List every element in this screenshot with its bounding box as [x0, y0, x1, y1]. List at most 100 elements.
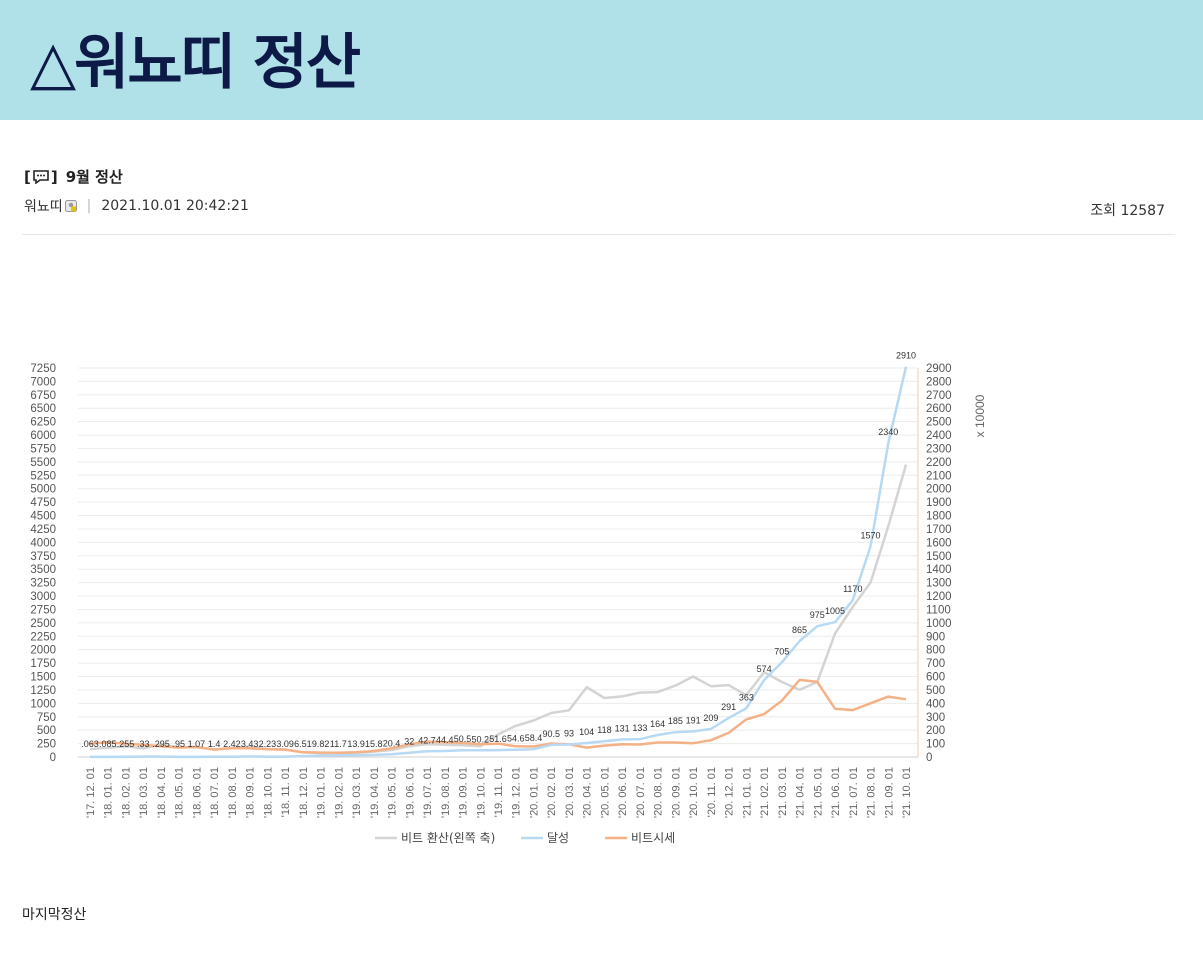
member-badge-icon — [64, 200, 77, 212]
right-axis-tick-label: 2600 — [926, 403, 952, 415]
x-axis-tick-label: '20. 04. 01 — [582, 767, 594, 818]
right-axis-tick-label: 0 — [926, 752, 932, 764]
header-divider — [22, 234, 1175, 235]
author-name[interactable]: 워뇨띠 — [24, 199, 63, 215]
line-chart: 0250500750100012501500175020002250250027… — [30, 351, 987, 845]
data-label: 1.4 — [208, 739, 221, 749]
data-label: .063 — [81, 739, 99, 749]
x-axis-tick-label: '18. 08. 01 — [227, 767, 239, 818]
legend-label-2: 비트시세 — [631, 831, 675, 845]
right-axis-tick-label: 1700 — [926, 524, 952, 536]
right-axis-tick-label: 700 — [926, 658, 945, 670]
data-label: 42.7 — [418, 735, 436, 745]
series-line-1 — [90, 366, 908, 759]
bracket-open: [ — [24, 167, 31, 186]
right-axis-tick-label: 2400 — [926, 430, 952, 442]
x-axis-tick-label: '21. 07. 01 — [848, 767, 860, 818]
data-label: 1570 — [861, 530, 881, 540]
left-axis-tick-label: 250 — [37, 739, 56, 751]
x-axis-tick-label: '21. 08. 01 — [866, 767, 878, 818]
left-axis-tick-label: 6250 — [30, 417, 56, 429]
post-body: 마지막정산 — [22, 907, 87, 923]
post-title-row[interactable]: [ ] 9월 정산 — [24, 166, 123, 187]
legend-label-1: 달성 — [547, 831, 569, 845]
right-axis-tick-label: 2700 — [926, 390, 952, 402]
right-axis-tick-label: 1200 — [926, 591, 952, 603]
chart-container: 0 250 500 750 1000 1250 1500 1750 2000 2250 2500 27… — [20, 330, 1000, 860]
right-axis-tick-label: 100 — [926, 739, 945, 751]
right-axis-tick-label: 1600 — [926, 537, 952, 549]
right-axis-tick-label: 1400 — [926, 564, 952, 576]
x-axis-tick-label: '18. 04. 01 — [156, 767, 168, 818]
series-line-2 — [89, 678, 907, 754]
x-axis-tick-label: '18. 05. 01 — [174, 767, 186, 818]
legend-label-0: 비트 환산(왼쪽 축) — [401, 831, 495, 845]
left-axis-tick-label: 1250 — [30, 685, 56, 697]
left-axis-tick-label: 2500 — [30, 618, 56, 630]
left-axis-tick-label: 1750 — [30, 658, 56, 670]
meta-divider: | — [86, 198, 92, 214]
data-label: 1170 — [843, 584, 862, 594]
left-axis-tick-label: 4250 — [30, 524, 56, 536]
left-axis-tick-label: 6500 — [30, 403, 56, 415]
data-label: 209 — [703, 713, 718, 723]
data-label: 32 — [404, 737, 414, 747]
data-label: .33 — [137, 739, 150, 749]
data-label: 54.6 — [507, 734, 525, 744]
x-axis-tick-label: '18. 06. 01 — [191, 767, 203, 818]
right-axis-tick-label: 2000 — [926, 484, 952, 496]
data-label: 93 — [564, 729, 574, 739]
left-axis-tick-label: 7000 — [30, 376, 56, 388]
x-axis-tick-label: '20. 09. 01 — [670, 767, 682, 818]
x-axis-tick-label: '21. 04. 01 — [795, 767, 807, 818]
chat-bubble-icon — [33, 169, 49, 184]
data-label: 185 — [668, 716, 683, 726]
x-axis-tick-label: '21. 09. 01 — [883, 767, 895, 818]
data-label: 3.09 — [276, 739, 294, 749]
data-label: .255 — [117, 739, 135, 749]
x-axis-tick-label: '21. 01. 01 — [741, 767, 753, 818]
data-label: 705 — [774, 646, 789, 656]
x-axis-tick-label: '19. 03. 01 — [351, 767, 363, 818]
left-axis-tick-label: 6000 — [30, 430, 56, 442]
right-axis-tick-label: 300 — [926, 712, 945, 724]
view-count: 조회 12587 — [1090, 203, 1165, 219]
x-axis-tick-label: '20. 01. 01 — [528, 767, 540, 818]
x-axis-tick-label: '20. 07. 01 — [635, 767, 647, 818]
right-axis-tick-label: 200 — [926, 725, 945, 737]
banner-title: △워뇨띠 정산 — [30, 28, 361, 98]
data-label: 3.43 — [241, 739, 259, 749]
x-axis-tick-label: '18. 12. 01 — [298, 767, 310, 818]
x-axis-tick-label: '20. 12. 01 — [724, 767, 736, 818]
x-axis-tick-label: '18. 01. 01 — [103, 767, 115, 818]
right-axis-tick-label: 2900 — [926, 363, 952, 375]
x-axis-tick-label: '18. 02. 01 — [120, 767, 132, 818]
post-title: 9월 정산 — [65, 168, 123, 186]
x-axis-tick-label: '20. 02. 01 — [546, 767, 558, 818]
x-axis-tick-label: '20. 11. 01 — [706, 767, 718, 817]
x-axis-tick-label: '19. 08. 01 — [440, 767, 452, 818]
right-axis-tick-label: 2100 — [926, 470, 952, 482]
data-label: 13.9 — [347, 739, 365, 749]
right-axis-tick-label: 2200 — [926, 457, 952, 469]
series-line-0 — [89, 464, 908, 755]
right-axis-tick-label: 1100 — [926, 604, 951, 616]
x-axis-tick-label: '21. 10. 01 — [901, 767, 913, 818]
data-label: 20.4 — [383, 738, 401, 748]
data-label: 51.6 — [489, 734, 507, 744]
right-axis-tick-label: 1300 — [926, 578, 952, 590]
data-label: 11.7 — [330, 739, 347, 749]
left-axis-tick-label: 5500 — [30, 457, 56, 469]
right-axis-tick-label: 400 — [926, 698, 945, 710]
x-axis-tick-label: '19. 12. 01 — [511, 767, 523, 818]
data-label: 131 — [615, 723, 630, 733]
left-axis-tick-label: 750 — [37, 712, 56, 724]
data-label: 133 — [632, 723, 647, 733]
x-axis-tick-label: '21. 02. 01 — [759, 767, 771, 818]
x-axis-tick-label: '20. 10. 01 — [688, 767, 700, 818]
left-axis-tick-label: 0 — [50, 752, 56, 764]
x-axis-tick-label: '19. 06. 01 — [404, 767, 416, 818]
x-axis-tick-label: '19. 04. 01 — [369, 767, 381, 818]
left-axis-tick-label: 3000 — [30, 591, 56, 603]
left-axis-tick-label: 7250 — [30, 363, 56, 375]
